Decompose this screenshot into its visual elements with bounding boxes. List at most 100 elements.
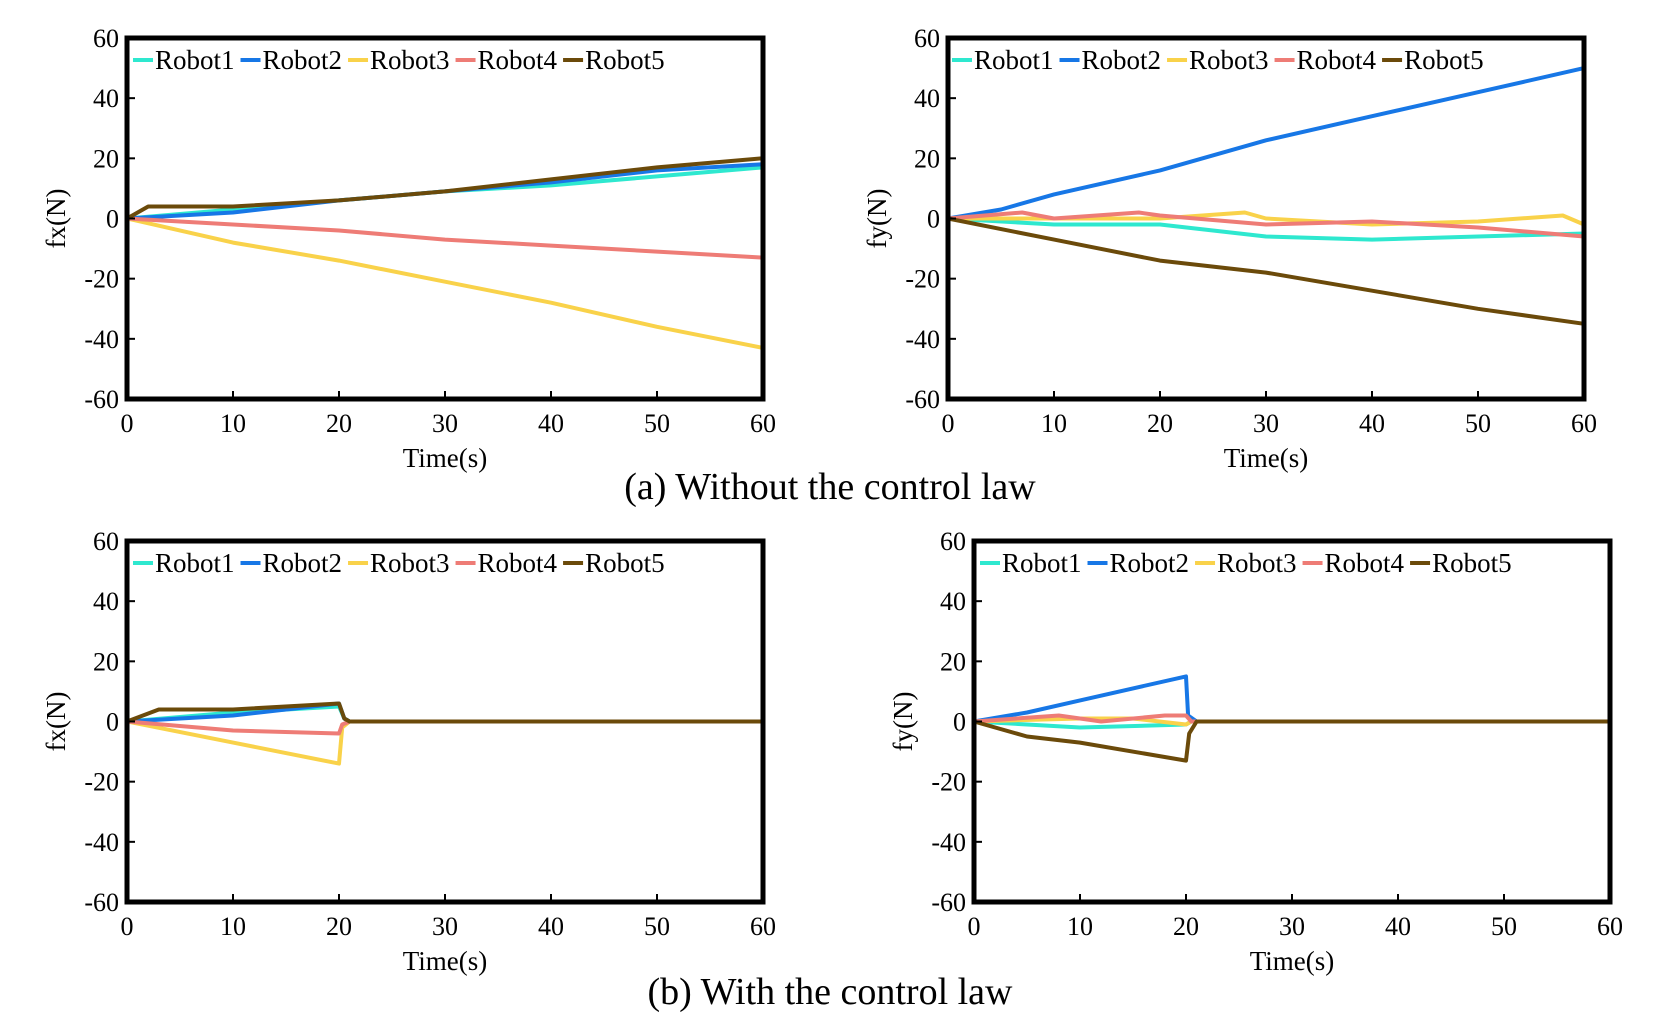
x-tick-label: 40 bbox=[538, 912, 564, 941]
series-line-robot3 bbox=[946, 210, 1586, 227]
x-tick-label: 20 bbox=[1173, 912, 1199, 941]
x-tick-label: 0 bbox=[942, 409, 955, 438]
legend-label-robot3: Robot3 bbox=[370, 548, 450, 578]
y-tick-label: -40 bbox=[931, 828, 966, 857]
series-line-robot4 bbox=[972, 713, 1612, 724]
x-tick-label: 20 bbox=[1147, 409, 1173, 438]
chart-a-fy: -60 -40 -20 0 20 40 60 0 10 20 30 40 50 60 Time(s) fy(N… bbox=[862, 24, 1597, 473]
y-tick-label: -60 bbox=[905, 385, 940, 414]
x-tick-label: 10 bbox=[220, 912, 246, 941]
x-tick-label: 60 bbox=[1571, 409, 1597, 438]
legend-label-robot1: Robot1 bbox=[1002, 548, 1082, 578]
x-tick-label: 0 bbox=[968, 912, 981, 941]
x-tick-label: 30 bbox=[432, 409, 458, 438]
legend: Robot1 Robot2 Robot3 Robot4 Robot5 bbox=[980, 548, 1512, 578]
y-tick-label: -60 bbox=[84, 888, 119, 917]
y-axis-label: fx(N) bbox=[41, 692, 71, 752]
legend-label-robot2: Robot2 bbox=[263, 548, 343, 578]
series-line-robot5 bbox=[125, 156, 765, 221]
legend-label-robot3: Robot3 bbox=[1217, 548, 1297, 578]
x-tick-label: 0 bbox=[121, 409, 134, 438]
legend: Robot1 Robot2 Robot3 Robot4 Robot5 bbox=[133, 548, 665, 578]
x-tick-label: 30 bbox=[1253, 409, 1279, 438]
y-tick-label: 20 bbox=[914, 144, 940, 173]
y-axis-label: fx(N) bbox=[41, 189, 71, 249]
legend-label-robot1: Robot1 bbox=[155, 548, 235, 578]
x-tick-label: 10 bbox=[1041, 409, 1067, 438]
x-axis-label: Time(s) bbox=[403, 946, 488, 976]
series-line-robot4 bbox=[125, 216, 765, 260]
x-tick-label: 40 bbox=[1359, 409, 1385, 438]
legend-label-robot2: Robot2 bbox=[1110, 548, 1190, 578]
x-tick-label: 60 bbox=[1597, 912, 1623, 941]
x-axis-label: Time(s) bbox=[403, 443, 488, 473]
y-tick-label: 40 bbox=[940, 587, 966, 616]
y-tick-label: -40 bbox=[905, 325, 940, 354]
legend-label-robot1: Robot1 bbox=[974, 45, 1054, 75]
y-tick-label: -60 bbox=[84, 385, 119, 414]
legend-label-robot4: Robot4 bbox=[1325, 548, 1405, 578]
x-tick-label: 10 bbox=[1067, 912, 1093, 941]
chart-b-fy: -60 -40 -20 0 20 40 60 0 10 20 30 40 50 60 Time(s) fy(N… bbox=[888, 527, 1623, 976]
series-line-robot4 bbox=[946, 210, 1586, 239]
y-tick-label: 0 bbox=[106, 708, 119, 737]
y-tick-label: 20 bbox=[940, 647, 966, 676]
x-tick-label: 40 bbox=[1385, 912, 1411, 941]
x-axis-label: Time(s) bbox=[1250, 946, 1335, 976]
legend-label-robot5: Robot5 bbox=[1404, 45, 1484, 75]
y-tick-label: -20 bbox=[931, 768, 966, 797]
legend-label-robot3: Robot3 bbox=[370, 45, 450, 75]
x-tick-label: 60 bbox=[750, 912, 776, 941]
plot-frame bbox=[124, 35, 766, 402]
y-tick-label: 60 bbox=[914, 24, 940, 53]
legend: Robot1 Robot2 Robot3 Robot4 Robot5 bbox=[952, 45, 1484, 75]
legend-label-robot5: Robot5 bbox=[585, 45, 665, 75]
x-tick-label: 50 bbox=[644, 409, 670, 438]
y-tick-label: -60 bbox=[931, 888, 966, 917]
series-line-robot5 bbox=[125, 701, 765, 724]
x-tick-label: 40 bbox=[538, 409, 564, 438]
chart-a-fx: -60 -40 -20 0 20 40 60 0 10 20 30 40 50 60 Time(s) fx(N… bbox=[41, 24, 776, 473]
y-tick-label: -40 bbox=[84, 828, 119, 857]
legend-label-robot4: Robot4 bbox=[478, 45, 558, 75]
x-tick-label: 50 bbox=[1465, 409, 1491, 438]
series-line-robot5 bbox=[946, 216, 1586, 326]
y-tick-label: 0 bbox=[953, 708, 966, 737]
legend-label-robot2: Robot2 bbox=[263, 45, 343, 75]
x-tick-label: 30 bbox=[432, 912, 458, 941]
caption-top: (a) Without the control law bbox=[624, 466, 1036, 508]
x-tick-label: 20 bbox=[326, 912, 352, 941]
legend-label-robot1: Robot1 bbox=[155, 45, 235, 75]
x-tick-label: 50 bbox=[1491, 912, 1517, 941]
x-tick-label: 30 bbox=[1279, 912, 1305, 941]
y-tick-label: 40 bbox=[93, 84, 119, 113]
x-tick-label: 50 bbox=[644, 912, 670, 941]
legend-label-robot2: Robot2 bbox=[1082, 45, 1162, 75]
y-tick-label: 40 bbox=[93, 587, 119, 616]
series-line-robot2 bbox=[946, 66, 1586, 221]
legend: Robot1 Robot2 Robot3 Robot4 Robot5 bbox=[133, 45, 665, 75]
caption-bottom: (b) With the control law bbox=[647, 971, 1013, 1013]
legend-label-robot5: Robot5 bbox=[1432, 548, 1512, 578]
series-line-robot3 bbox=[125, 216, 765, 350]
x-tick-label: 60 bbox=[750, 409, 776, 438]
chart-b-fx: -60 -40 -20 0 20 40 60 0 10 20 30 40 50 60 Time(s) fx(N… bbox=[41, 527, 776, 976]
y-tick-label: 60 bbox=[93, 24, 119, 53]
legend-label-robot4: Robot4 bbox=[478, 548, 558, 578]
y-tick-label: 20 bbox=[93, 647, 119, 676]
y-tick-label: 20 bbox=[93, 144, 119, 173]
x-tick-label: 0 bbox=[121, 912, 134, 941]
x-tick-label: 20 bbox=[326, 409, 352, 438]
y-tick-label: 40 bbox=[914, 84, 940, 113]
y-tick-label: -40 bbox=[84, 325, 119, 354]
y-axis-label: fy(N) bbox=[888, 692, 918, 752]
x-axis-label: Time(s) bbox=[1224, 443, 1309, 473]
y-tick-label: -20 bbox=[84, 768, 119, 797]
y-tick-label: 60 bbox=[93, 527, 119, 556]
y-tick-label: 0 bbox=[106, 205, 119, 234]
legend-label-robot4: Robot4 bbox=[1297, 45, 1377, 75]
y-tick-label: -20 bbox=[84, 265, 119, 294]
y-axis-label: fy(N) bbox=[862, 189, 892, 249]
series-line-robot5 bbox=[972, 719, 1612, 763]
